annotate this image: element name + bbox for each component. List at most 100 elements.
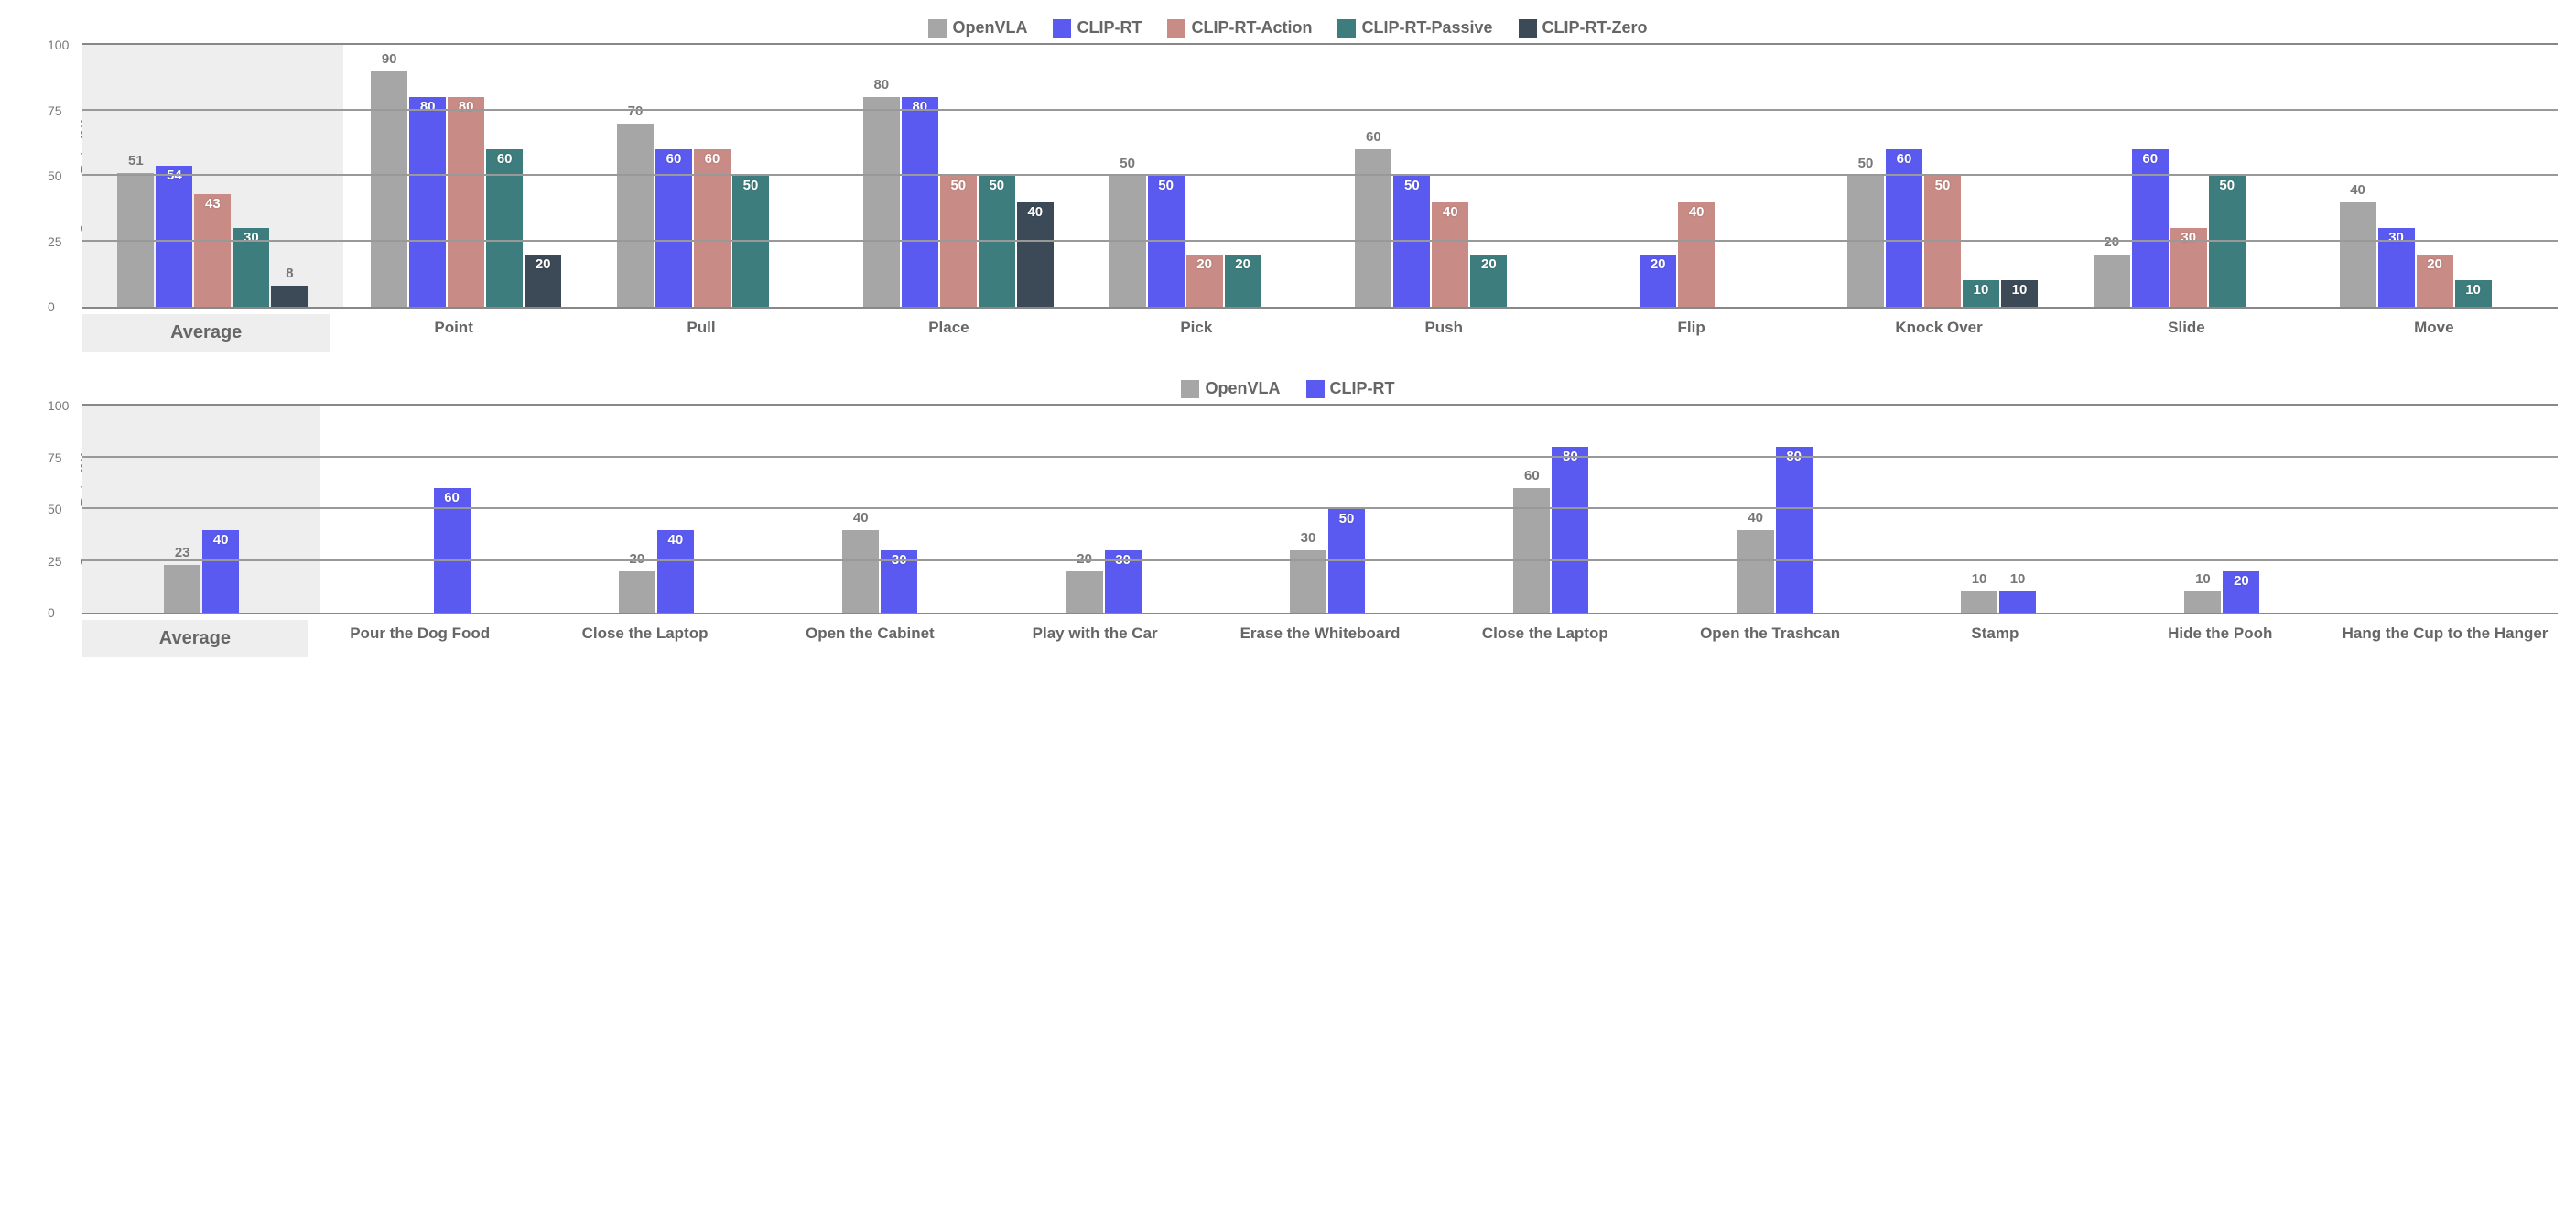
bar: 80 [902,97,938,307]
bar-value-label: 20 [1651,256,1666,272]
xlabel: Slide [2062,314,2310,352]
gridline [82,559,2558,561]
bar: 80 [1776,447,1813,613]
bar-group-average: 515443308 [82,45,343,307]
xlabel: Stamp [1883,620,2108,657]
bar-value-label: 40 [853,510,869,526]
bar-value-label: 20 [1481,256,1497,272]
xlabel: Play with the Car [982,620,1207,657]
legend-label: CLIP-RT-Action [1191,18,1312,38]
bar-value-label: 40 [1443,204,1458,220]
chart-1-plot: Success Rate (%) 51544330890808060207060… [82,43,2558,309]
bar-value-label: 50 [1935,178,1951,193]
bar-group: 8080505040 [835,45,1081,307]
bar: 54 [156,166,192,307]
gridline [82,174,2558,176]
legend-item: CLIP-RT-Action [1167,18,1312,38]
bar-value-label: 60 [444,490,460,505]
bar: 40 [842,530,879,613]
bar: 50 [2209,176,2246,307]
bar-group: 60504020 [1327,45,1574,307]
chart-1-groups: 5154433089080806020706060508080505040505… [82,45,2558,307]
bar-value-label: 40 [213,532,229,548]
legend-label: CLIP-RT [1077,18,1142,38]
bar-value-label: 10 [2195,571,2211,587]
legend-label: OpenVLA [1205,379,1280,398]
chart-1-xlabels: AveragePointPullPlacePickPushFlipKnock O… [82,314,2558,352]
xlabel: Point [330,314,577,352]
bar: 40 [1678,202,1715,307]
bar-value-label: 50 [1339,511,1355,526]
legend-item: OpenVLA [928,18,1027,38]
xlabel: Hang the Cup to the Hanger [2332,620,2558,657]
ytick: 25 [48,234,62,249]
bar-value-label: 80 [420,99,436,114]
legend-swatch [928,19,947,38]
bar-value-label: 8 [286,266,293,281]
bar-group: 9080806020 [343,45,590,307]
bar: 50 [1924,176,1961,307]
xlabel: Hide the Pooh [2107,620,2332,657]
ytick: 50 [48,168,62,183]
bar: 20 [619,571,655,613]
legend-swatch [1519,19,1537,38]
legend-swatch [1306,380,1325,398]
gridline [82,456,2558,458]
bar-group: 50502020 [1081,45,1327,307]
xlabel: Pick [1073,314,1320,352]
bar: 20 [2094,255,2130,307]
bar: 50 [1393,176,1430,307]
bar-value-label: 30 [2388,230,2404,245]
xlabel: Erase the Whiteboard [1207,620,1433,657]
bar: 80 [863,97,900,307]
bar-value-label: 60 [1524,468,1540,483]
bar: 50 [979,176,1015,307]
bar-value-label: 50 [743,178,759,193]
legend-item: CLIP-RT [1306,379,1395,398]
bar-value-label: 20 [2104,234,2119,250]
bar-value-label: 20 [2234,573,2249,589]
bar-value-label: 30 [244,230,259,245]
bar-value-label: 50 [1858,156,1874,171]
bar-value-label: 10 [1974,282,1989,298]
bar-group: 2040 [545,406,768,613]
bar: 90 [371,71,407,307]
bar-value-label: 10 [1972,571,1987,587]
bar: 50 [940,176,977,307]
legend-label: OpenVLA [952,18,1027,38]
bar-group: 10 10 [1887,406,2110,613]
bar-group-average: 2340 [82,406,320,613]
bar-group: 4030 [768,406,991,613]
xlabel: Pull [578,314,825,352]
legend-swatch [1053,19,1071,38]
bar-value-label: 50 [2219,178,2235,193]
bar: 50 [732,176,769,307]
bar-value-label: 50 [1158,178,1174,193]
bar: 40 [657,530,694,613]
xlabel: Push [1320,314,1567,352]
bar-group: 70606050 [590,45,836,307]
legend-swatch [1167,19,1185,38]
bar: 10 [1963,280,1999,307]
bar: 40 [2340,202,2376,307]
bar-value-label: 20 [1196,256,1212,272]
ytick: 100 [48,38,69,52]
bar: 20 [2223,571,2259,613]
bar: 20 [525,255,561,307]
bar-value-label: 80 [873,77,889,92]
legend-item: CLIP-RT [1053,18,1142,38]
chart-2-xlabels: AveragePour the Dog FoodClose the Laptop… [82,620,2558,657]
bar-group [2334,406,2558,613]
bar: 50 [1847,176,1884,307]
legend-item: OpenVLA [1181,379,1280,398]
bar-value-label: 40 [668,532,684,548]
bar-value-label: 20 [2427,256,2442,272]
bar-group: 2030 [991,406,1215,613]
chart-2-groups: 23406020404030203030506080408010101020 [82,406,2558,613]
bar-value-label: 60 [497,151,513,167]
bar: 50 [1109,176,1146,307]
bar: 50 [1148,176,1185,307]
bar-value-label: 10 [2010,571,2026,587]
bar-value-label: 60 [705,151,720,167]
bar-value-label: 80 [912,99,927,114]
